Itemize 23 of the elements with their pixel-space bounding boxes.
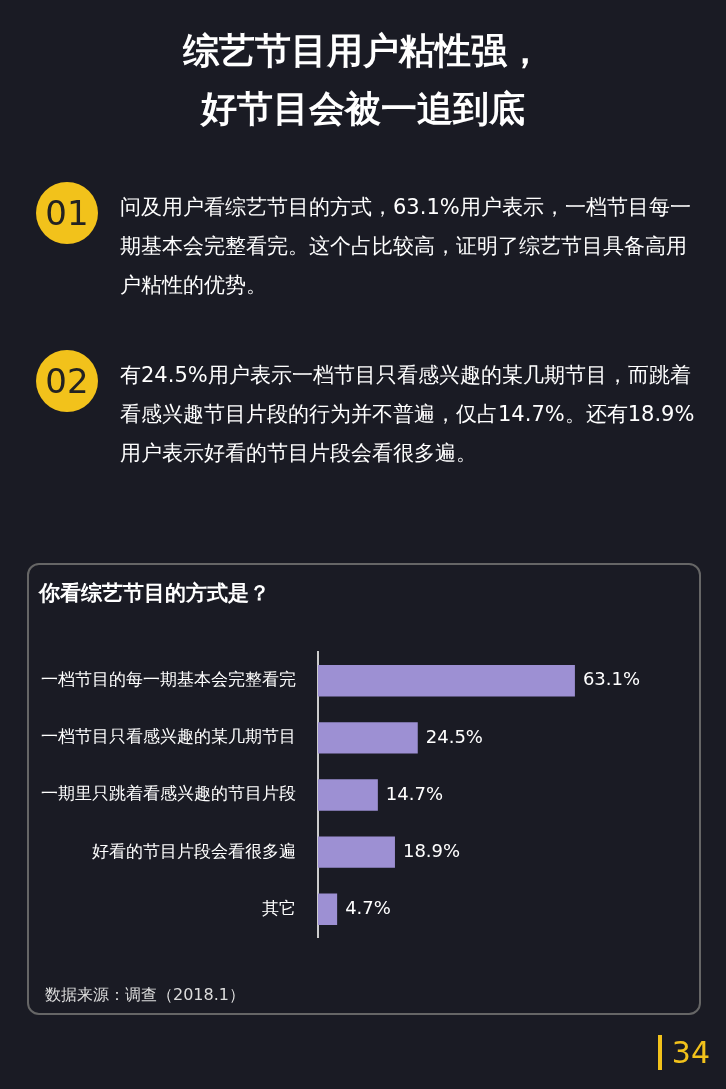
y-tick-label: 一档节目只看感兴趣的某几期节目 <box>41 726 296 747</box>
source-note: 数据来源：调查（2018.1） <box>45 985 245 1006</box>
y-tick-label: 其它 <box>262 897 296 918</box>
bar <box>318 665 575 697</box>
data-label: 18.9% <box>402 839 461 861</box>
data-label: 63.1% <box>582 668 641 690</box>
data-label: 4.7% <box>345 896 391 918</box>
y-tick-label: 一期里只跳着看感兴趣的节目片段 <box>41 783 296 804</box>
bar <box>318 836 395 868</box>
text: 有24.5%用户表示一档节目只看感兴趣的某几期节目，而跳着看感兴趣节目片段的行为并不普遍，仅占14.7%。还有18.9%用户表示好看的节目片段会看很多遍。 <box>120 362 696 467</box>
bar <box>318 722 418 754</box>
text: 34 <box>657 1035 710 1070</box>
bar <box>318 779 378 811</box>
data-label: 14.7% <box>385 782 444 804</box>
chart-subtitle: 你看综艺节目的方式是？ <box>39 580 270 607</box>
chart-title: 综艺节目用户粘性强，好节目会被一追到底 <box>182 29 544 131</box>
text: 问及用户看综艺节目的方式，63.1%用户表示，一档节目每一期基本会完整看完。这个占比较高，证明了综艺节目具备高用户粘性的优势。 <box>120 194 692 299</box>
y-tick-label: 一档节目的每一期基本会完整看完 <box>41 669 296 690</box>
circle-badge: 01 <box>36 182 98 244</box>
y-tick-label: 好看的节目片段会看很多遍 <box>92 840 296 861</box>
bar <box>318 893 338 925</box>
circle-badge: 02 <box>36 350 98 412</box>
data-label: 24.5% <box>425 725 483 747</box>
